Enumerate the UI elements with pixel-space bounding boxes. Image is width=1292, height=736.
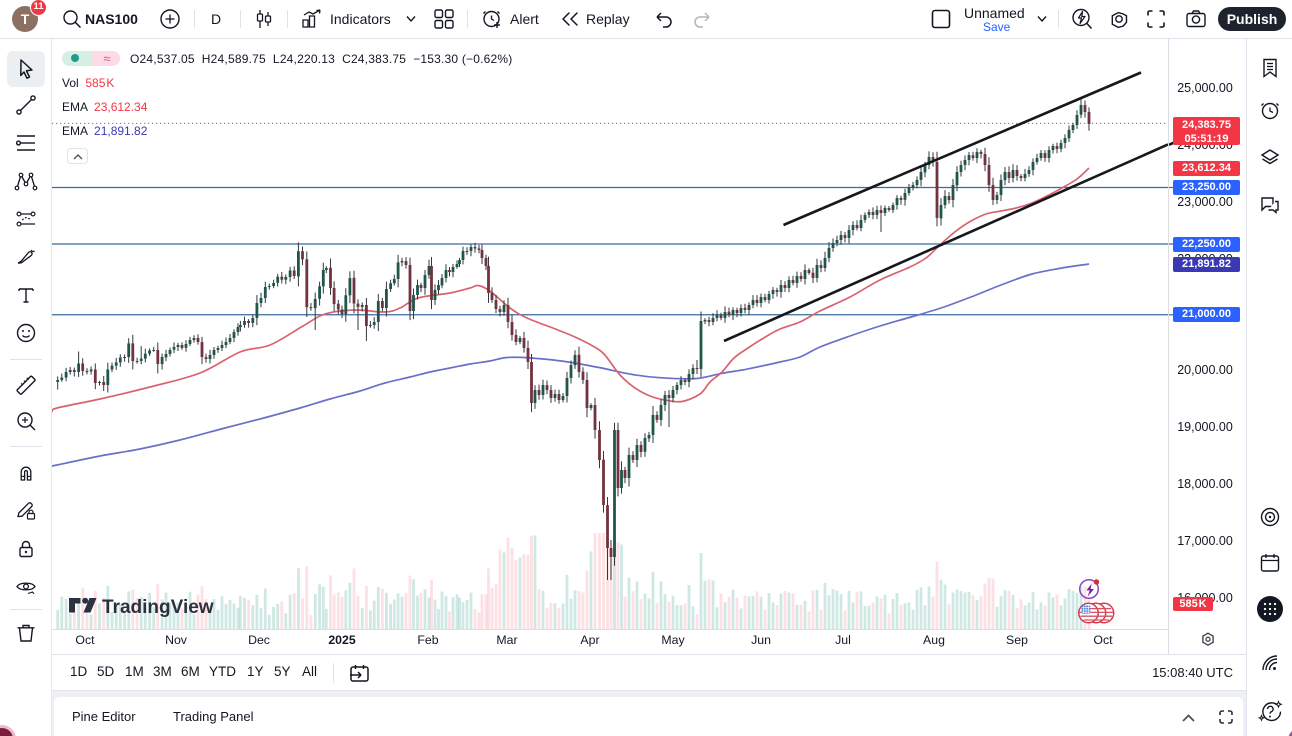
svg-text:TradingView: TradingView bbox=[102, 597, 214, 618]
